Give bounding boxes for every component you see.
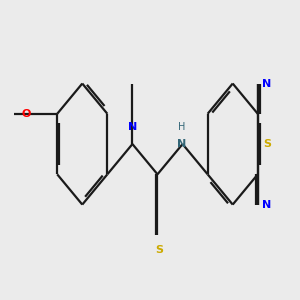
Text: N: N bbox=[128, 122, 137, 132]
Text: N: N bbox=[262, 79, 272, 88]
Text: S: S bbox=[263, 139, 272, 149]
Text: H: H bbox=[178, 122, 185, 132]
Text: S: S bbox=[156, 244, 164, 255]
Text: O: O bbox=[22, 109, 31, 119]
Text: N: N bbox=[262, 200, 272, 210]
Text: N: N bbox=[177, 139, 186, 149]
